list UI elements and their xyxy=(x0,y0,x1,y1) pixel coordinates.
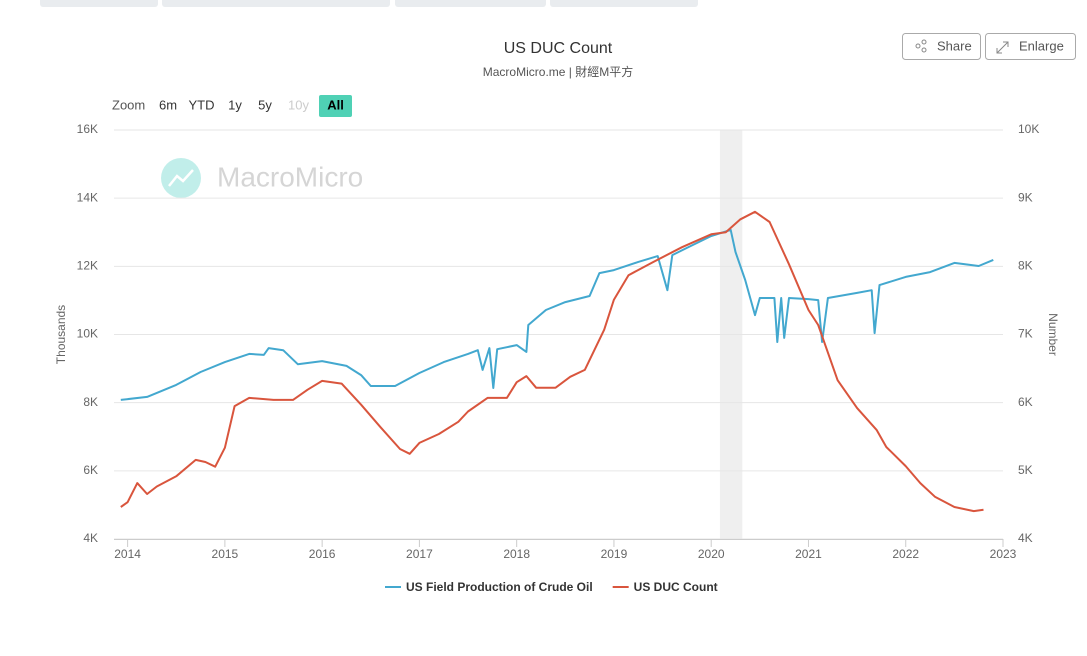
x-tick-label: 2015 xyxy=(212,547,239,561)
y2-tick-label: 10K xyxy=(1018,122,1039,136)
range-button[interactable]: 6m xyxy=(159,97,177,112)
y2-tick-label: 7K xyxy=(1018,327,1033,341)
x-tick-label: 2020 xyxy=(698,547,725,561)
x-tick-label: 2017 xyxy=(406,547,433,561)
range-button[interactable]: 1y xyxy=(228,97,242,112)
y-tick-label: 6K xyxy=(83,463,98,477)
series-line xyxy=(120,228,994,401)
x-tick-label: 2018 xyxy=(503,547,530,561)
y2-tick-label: 8K xyxy=(1018,259,1033,273)
y-tick-label: 4K xyxy=(83,531,98,545)
y-tick-label: 8K xyxy=(83,395,98,409)
chart-title: US DUC Count xyxy=(504,40,613,57)
chart-subtitle: MacroMicro.me | 財經M平方 xyxy=(483,64,633,79)
watermark-text: MacroMicro xyxy=(217,161,363,192)
legend-label[interactable]: US DUC Count xyxy=(634,580,718,594)
enlarge-button[interactable]: Enlarge xyxy=(985,33,1076,60)
watermark: MacroMicro xyxy=(161,158,363,198)
x-tick-label: 2021 xyxy=(795,547,822,561)
y2-tick-label: 4K xyxy=(1018,531,1033,545)
tab[interactable] xyxy=(550,0,698,7)
range-button[interactable]: YTD xyxy=(189,97,215,112)
y2-tick-label: 5K xyxy=(1018,463,1033,477)
y-axis-title: Thousands xyxy=(54,305,68,364)
range-button: 10y xyxy=(288,97,309,112)
range-button[interactable]: All xyxy=(327,97,344,112)
tab[interactable] xyxy=(40,0,158,7)
y-tick-label: 12K xyxy=(77,259,98,273)
range-button[interactable]: 5y xyxy=(258,97,272,112)
y2-axis-title: Number xyxy=(1046,313,1060,356)
y2-tick-label: 6K xyxy=(1018,395,1033,409)
share-label: Share xyxy=(937,38,972,53)
zoom-label: Zoom xyxy=(112,97,145,112)
x-tick-label: 2014 xyxy=(114,547,141,561)
x-tick-label: 2023 xyxy=(990,547,1017,561)
tab[interactable] xyxy=(395,0,546,7)
y-tick-label: 10K xyxy=(77,327,98,341)
enlarge-label: Enlarge xyxy=(1019,38,1064,53)
y-tick-label: 14K xyxy=(77,190,98,204)
legend-label[interactable]: US Field Production of Crude Oil xyxy=(406,580,593,594)
y2-tick-label: 9K xyxy=(1018,190,1033,204)
share-button[interactable]: Share xyxy=(902,33,981,60)
x-tick-label: 2016 xyxy=(309,547,336,561)
x-tick-label: 2022 xyxy=(892,547,919,561)
x-tick-label: 2019 xyxy=(601,547,628,561)
series-line xyxy=(120,210,984,513)
y-tick-label: 16K xyxy=(77,122,98,136)
range-button-bg[interactable] xyxy=(319,95,352,117)
tab[interactable] xyxy=(162,0,390,7)
